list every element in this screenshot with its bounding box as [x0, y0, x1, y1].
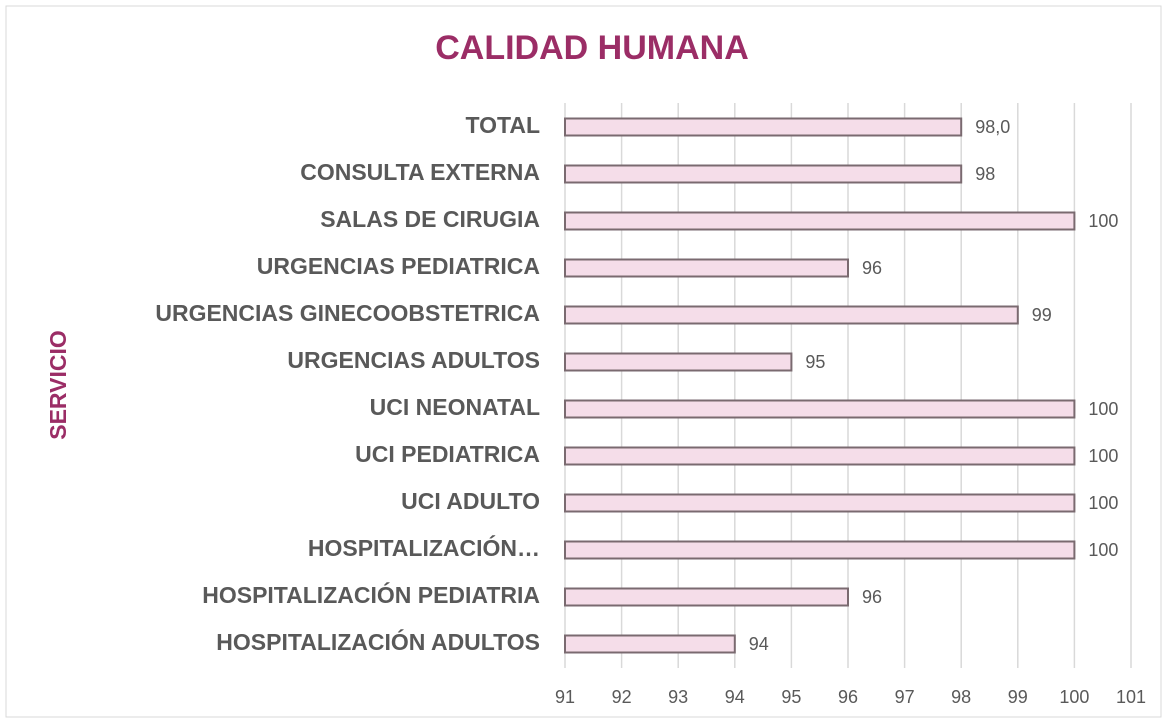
- bar: [564, 446, 1076, 466]
- y-tick-label: URGENCIAS PEDIATRICA: [257, 253, 540, 279]
- y-tick-label: UCI NEONATAL: [370, 394, 540, 420]
- value-label: 100: [1088, 540, 1118, 560]
- value-label: 95: [805, 352, 825, 372]
- bar: [564, 305, 1019, 325]
- x-tick-label: 93: [668, 687, 688, 707]
- value-label: 98,0: [975, 117, 1010, 137]
- value-label: 99: [1032, 305, 1052, 325]
- value-label: 100: [1088, 446, 1118, 466]
- value-label: 96: [862, 258, 882, 278]
- x-tick-label: 91: [555, 687, 575, 707]
- y-tick-label: URGENCIAS ADULTOS: [287, 347, 540, 373]
- y-tick-label: UCI ADULTO: [401, 488, 540, 514]
- y-tick-label: HOSPITALIZACIÓN ADULTOS: [216, 628, 540, 655]
- y-tick-label: TOTAL: [465, 112, 540, 138]
- value-label: 96: [862, 587, 882, 607]
- bar: [564, 352, 793, 372]
- bar: [564, 211, 1076, 231]
- bar: [564, 634, 736, 654]
- x-tick-label: 97: [895, 687, 915, 707]
- x-tick-label: 94: [725, 687, 745, 707]
- bar: [564, 493, 1076, 513]
- x-tick-label: 101: [1116, 687, 1146, 707]
- bar: [564, 399, 1076, 419]
- bar: [564, 540, 1076, 560]
- bar: [564, 117, 963, 137]
- x-tick-label: 100: [1059, 687, 1089, 707]
- y-tick-label: URGENCIAS GINECOOBSTETRICA: [155, 300, 540, 326]
- y-tick-label: UCI PEDIATRICA: [355, 441, 540, 467]
- value-label: 100: [1088, 399, 1118, 419]
- x-tick-label: 96: [838, 687, 858, 707]
- value-label: 98: [975, 164, 995, 184]
- y-tick-label: SALAS DE CIRUGIA: [320, 206, 540, 232]
- y-tick-label: CONSULTA EXTERNA: [300, 159, 540, 185]
- bar: [564, 164, 963, 184]
- y-tick-label: HOSPITALIZACIÓN…: [308, 534, 540, 561]
- y-tick-label: HOSPITALIZACIÓN PEDIATRIA: [202, 581, 540, 608]
- x-tick-label: 99: [1008, 687, 1028, 707]
- value-label: 94: [749, 634, 769, 654]
- bar: [564, 258, 849, 278]
- x-tick-label: 95: [781, 687, 801, 707]
- bar: [564, 587, 849, 607]
- y-axis-label: SERVICIO: [45, 330, 71, 440]
- x-tick-label: 92: [612, 687, 632, 707]
- chart-title: CALIDAD HUMANA: [435, 29, 749, 67]
- value-label: 100: [1088, 493, 1118, 513]
- value-label: 100: [1088, 211, 1118, 231]
- x-tick-label: 98: [951, 687, 971, 707]
